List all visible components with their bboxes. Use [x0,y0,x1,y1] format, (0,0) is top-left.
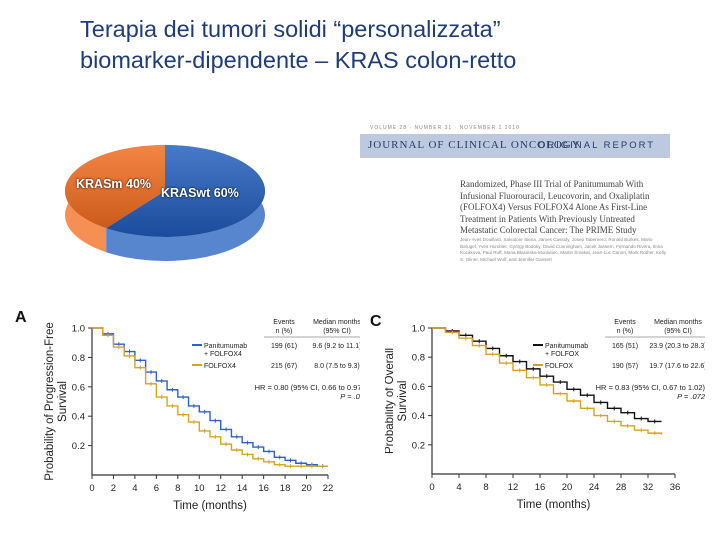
x-tick-label: 4 [132,483,137,494]
hazard-ratio: HR = 0.83 (95% CI, 0.67 to 1.02) [596,383,705,392]
x-tick-label: 12 [215,483,226,494]
hazard-ratio: HR = 0.80 (95% CI, 0.66 to 0.97) [255,383,360,392]
legend-series-name-1: FOLFOX [545,363,573,370]
article-type: ORIGINAL REPORT [538,140,656,151]
series-line-0 [92,327,328,467]
os-km-chart: 0.2 0.4 0.6 0.8 1.0 0 4 8 12 16 20 24 28 32 36 Time (mo… [385,319,705,511]
x-tick-label: 8 [175,483,180,494]
x-tick-label: 0 [429,482,434,493]
article-title: Randomized, Phase III Trial of Panitumum… [460,179,650,235]
pfs-km-chart: 0.2 0.4 0.6 0.8 1.0 0 2 4 6 8 10 12 14 16 18 20 22 Time (… [44,319,360,512]
legend-events-0: 165 (51) [612,343,638,350]
y-axis-label: Probability of OverallSurvival [385,348,409,454]
x-tick-label: 28 [616,482,627,493]
journal-name: JOURNAL OF CLINICAL ONCOLOGY [368,139,581,151]
x-tick-label: 18 [280,483,291,494]
y-tick-label: 0.4 [72,412,85,423]
legend-median-0: 9.6 (9.2 to 11.1) [313,343,360,350]
slide-title-line2: biomarker-dipendente – KRAS colon-retto [80,47,517,73]
y-tick-label: 0.2 [72,441,85,452]
legend-header-median: Median months [654,319,702,326]
x-tick-label: 36 [670,482,681,493]
y-tick-label: 1.0 [72,324,85,335]
y-tick-label: 0.8 [72,353,85,364]
x-tick-label: 16 [258,483,269,494]
legend-header-events-unit: n (%) [617,328,634,335]
x-tick-label: 32 [643,482,654,493]
x-tick-label: 8 [483,482,488,493]
slide-title-line1: Terapia dei tumori solidi “personalizzat… [80,16,501,42]
x-tick-label: 12 [508,482,519,493]
x-tick-label: 10 [194,483,205,494]
y-tick-label: 0.6 [72,382,85,393]
x-tick-label: 20 [562,482,573,493]
x-tick-label: 22 [323,483,334,494]
legend-header-median-ci: (95% CI) [323,328,351,335]
kras-pie-chart: KRASm 40% KRASwt 60% [60,143,270,263]
legend-header-events-unit: n (%) [276,328,293,335]
legend-header-events: Events [614,319,636,326]
x-tick-label: 20 [301,483,312,494]
legend-events-1: 190 (57) [612,363,638,370]
legend-header-median-ci: (95% CI) [664,328,692,335]
p-value: P = .072 [677,392,705,401]
x-tick-label: 6 [154,483,159,494]
legend-series-name-0: Panitumumab + FOLFOX4 [204,343,247,358]
legend-header-events: Events [273,319,295,326]
x-axis-label: Time (months) [517,499,591,511]
y-tick-label: 0.8 [412,353,425,364]
slide-title: Terapia dei tumori solidi “personalizzat… [80,14,710,76]
y-tick-label: 0.2 [412,440,425,451]
x-tick-label: 2 [111,483,116,494]
y-tick-label: 0.4 [412,411,425,422]
article-authors: Jean-Yves Douillard, Salvatore Siena, Ja… [460,237,666,262]
legend-header-median: Median months [313,319,360,326]
legend-series-name-0: Panitumumab + FOLFOX [545,343,588,358]
x-tick-label: 4 [456,482,461,493]
pie-label-kraswt: KRASwt 60% [161,186,239,200]
journal-volume-line: VOLUME 28 · NUMBER 31 · NOVEMBER 1 2010 [370,125,520,131]
legend-events-0: 199 (61) [271,343,297,350]
legend-series-name-1: FOLFOX4 [204,363,236,370]
legend-median-1: 19.7 (17.6 to 22.6) [649,363,705,370]
x-tick-label: 0 [89,483,94,494]
journal-article-snippet: VOLUME 28 · NUMBER 31 · NOVEMBER 1 2010 … [360,124,670,276]
y-axis-label: Probability of Progression-FreeSurvival [44,322,69,481]
legend-events-1: 215 (67) [271,363,297,370]
legend-median-0: 23.9 (20.3 to 28.3) [649,343,705,350]
x-tick-label: 24 [589,482,600,493]
y-tick-label: 1.0 [412,324,425,335]
panel-letter-c: C [370,313,382,330]
x-axis-label: Time (months) [173,500,247,512]
series-line-1 [92,327,328,467]
panel-letter-a: A [15,309,27,326]
pie-label-krasm: KRASm 40% [76,177,152,191]
legend-median-1: 8.0 (7.5 to 9.3) [314,363,360,370]
series-line-1 [432,327,663,435]
p-value: P = .02 [340,392,360,401]
y-tick-label: 0.6 [412,382,425,393]
x-tick-label: 16 [535,482,546,493]
x-tick-label: 14 [237,483,248,494]
journal-header-bar: JOURNAL OF CLINICAL ONCOLOGY ORIGINAL RE… [360,134,670,158]
pie-shading [65,145,265,237]
